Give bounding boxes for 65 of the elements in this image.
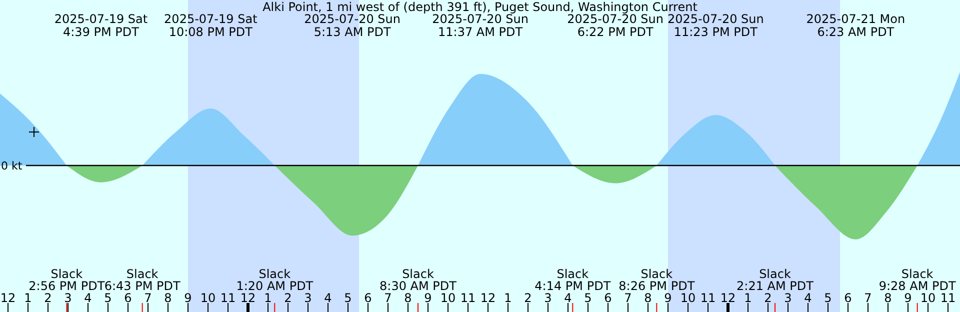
x-tick-label: 1 bbox=[504, 291, 512, 305]
text: 2025-07-20 Sun 6:22 PM PDT bbox=[567, 12, 664, 39]
x-tick-label: 7 bbox=[624, 291, 632, 305]
x-tick-label: 4 bbox=[324, 291, 332, 305]
x-tick-label: 4 bbox=[564, 291, 572, 305]
x-tick-label: 9 bbox=[664, 291, 672, 305]
x-tick-label: 9 bbox=[424, 291, 432, 305]
x-tick-label: 1 bbox=[24, 291, 32, 305]
x-tick-label: 12 bbox=[480, 291, 496, 305]
text: Slack 8:30 AM PDT bbox=[380, 267, 458, 293]
x-tick-label: 9 bbox=[184, 291, 192, 305]
text: Slack 9:28 AM PDT bbox=[878, 267, 956, 293]
x-tick-label: 6 bbox=[844, 291, 852, 305]
text: 2025-07-21 Mon 6:23 AM PDT bbox=[806, 12, 906, 39]
x-tick-label: 12 bbox=[240, 291, 256, 305]
x-tick-label: 8 bbox=[884, 291, 892, 305]
x-tick-label: 11 bbox=[460, 291, 476, 305]
chart-title: Alki Point, 1 mi west of (depth 391 ft), Puget Sound, Washington Current bbox=[262, 0, 698, 14]
text: Slack 1:20 AM PDT bbox=[236, 267, 314, 293]
text: Slack 2:21 AM PDT bbox=[736, 267, 814, 293]
x-tick-label: 3 bbox=[64, 291, 72, 305]
x-tick-label: 5 bbox=[584, 291, 592, 305]
x-tick-label: 3 bbox=[784, 291, 792, 305]
x-tick-label: 5 bbox=[344, 291, 352, 305]
x-tick-label: 2 bbox=[764, 291, 772, 305]
x-tick-label: 1 bbox=[264, 291, 272, 305]
x-tick-label: 10 bbox=[680, 291, 696, 305]
x-tick-label: 2 bbox=[524, 291, 532, 305]
x-tick-label: 10 bbox=[200, 291, 216, 305]
x-tick-label: 7 bbox=[864, 291, 872, 305]
x-tick-label: 8 bbox=[164, 291, 172, 305]
x-tick-label: 8 bbox=[404, 291, 412, 305]
text: 2025-07-20 Sun 11:37 AM PDT bbox=[432, 12, 529, 39]
x-tick-label: 7 bbox=[384, 291, 392, 305]
x-tick-label: 11 bbox=[220, 291, 236, 305]
text: Slack 8:26 PM PDT bbox=[618, 267, 696, 293]
text: 2025-07-19 Sat 10:08 PM PDT bbox=[164, 12, 258, 39]
text: 2025-07-19 Sat 4:39 PM PDT bbox=[54, 12, 148, 39]
x-tick-label: 7 bbox=[144, 291, 152, 305]
text: Slack 4:14 PM PDT bbox=[534, 267, 612, 293]
x-tick-label: 2 bbox=[284, 291, 292, 305]
x-tick-label: 12 bbox=[0, 291, 16, 305]
x-tick-label: 11 bbox=[700, 291, 716, 305]
x-tick-label: 6 bbox=[124, 291, 132, 305]
x-tick-label: 5 bbox=[824, 291, 832, 305]
ref-line-label: 0 kt bbox=[1, 160, 23, 172]
x-tick-label: 12 bbox=[720, 291, 736, 305]
x-tick-label: 10 bbox=[440, 291, 456, 305]
x-tick-label: 3 bbox=[544, 291, 552, 305]
x-tick-label: 6 bbox=[364, 291, 372, 305]
x-tick-label: 8 bbox=[644, 291, 652, 305]
x-tick-label: 4 bbox=[84, 291, 92, 305]
x-tick-label: 1 bbox=[744, 291, 752, 305]
x-tick-label: 4 bbox=[804, 291, 812, 305]
x-tick-label: 9 bbox=[904, 291, 912, 305]
x-tick-label: 2 bbox=[44, 291, 52, 305]
x-tick-label: 5 bbox=[104, 291, 112, 305]
x-tick-label: 6 bbox=[604, 291, 612, 305]
text: Slack 2:56 PM PDT bbox=[28, 267, 106, 293]
x-tick-label: 11 bbox=[940, 291, 956, 305]
text: Slack 6:43 PM PDT bbox=[104, 267, 181, 293]
x-tick-label: 10 bbox=[920, 291, 936, 305]
x-tick-label: 3 bbox=[304, 291, 312, 305]
text: 2025-07-20 Sun 11:23 PM PDT bbox=[667, 12, 764, 39]
text: 2025-07-20 Sun 5:13 AM PDT bbox=[304, 12, 401, 39]
